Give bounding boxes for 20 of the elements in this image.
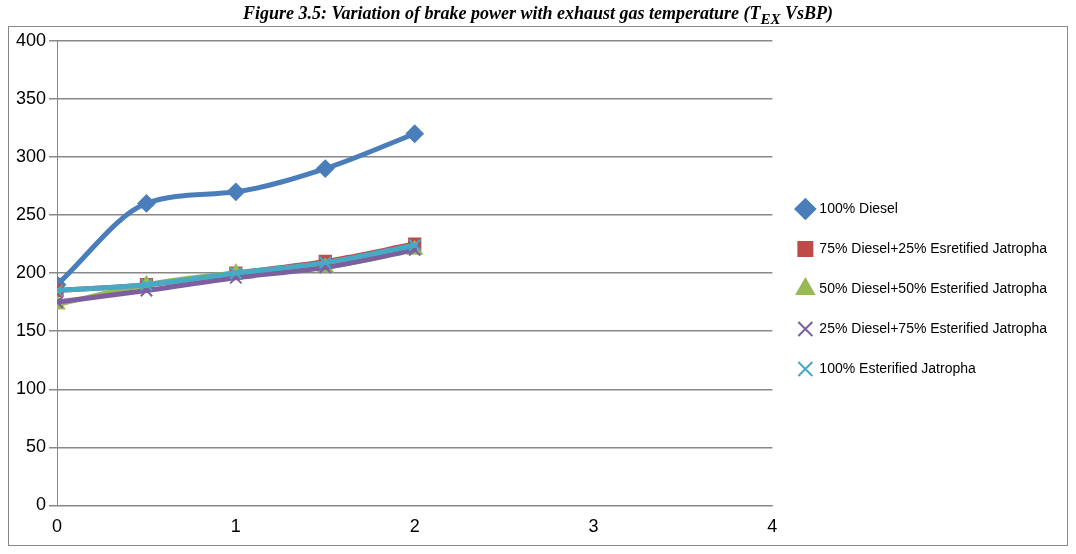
x-tick-label: 4 bbox=[767, 516, 778, 537]
y-tick-label: 50 bbox=[26, 436, 47, 457]
x-tick-label: 0 bbox=[52, 516, 63, 537]
y-tick-label: 250 bbox=[15, 203, 47, 224]
x-tick-label: 1 bbox=[230, 516, 241, 537]
legend-label: 50% Diesel+50% Esterified Jatropha bbox=[819, 279, 1048, 296]
y-tick-label: 200 bbox=[15, 262, 47, 283]
legend-label: 25% Diesel+75% Esterified Jatropha bbox=[819, 319, 1048, 336]
legend-label: 100% Diesel bbox=[819, 199, 898, 216]
chart-title: Figure 3.5: Variation of brake power with exhaust gas temperature (T$_{EX}$ VsBP) bbox=[241, 2, 835, 27]
y-tick-label: 0 bbox=[36, 494, 47, 515]
x-tick-label: 3 bbox=[588, 516, 599, 537]
x-tick-label: 2 bbox=[409, 516, 420, 537]
y-tick-label: 350 bbox=[15, 87, 47, 108]
y-tick-label: 100 bbox=[15, 378, 47, 399]
y-tick-label: 300 bbox=[15, 145, 47, 166]
legend-label: 75% Diesel+25% Esretified Jatropha bbox=[819, 239, 1048, 256]
y-tick-label: 150 bbox=[15, 320, 47, 341]
y-tick-label: 400 bbox=[15, 29, 47, 50]
legend-label: 100% Esterified Jatropha bbox=[819, 359, 977, 376]
